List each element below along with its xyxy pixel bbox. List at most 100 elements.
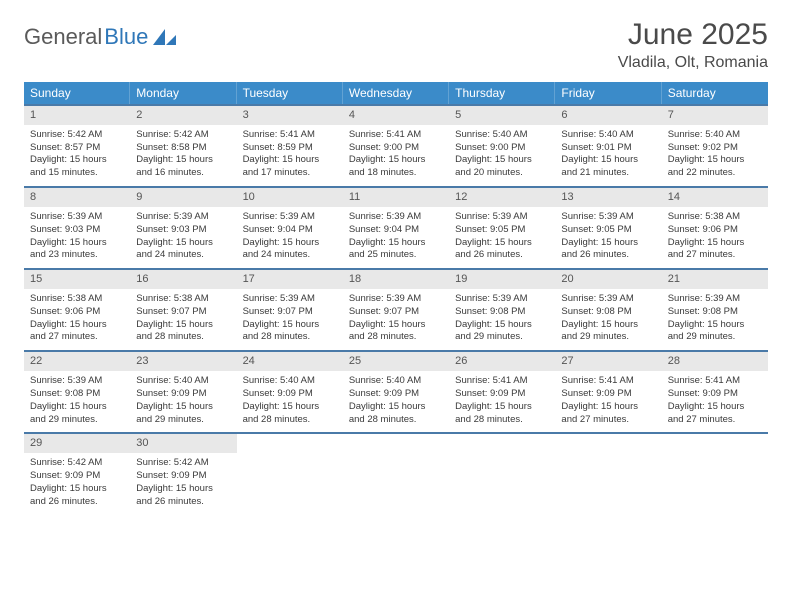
daylight-line: Daylight: 15 hours and 24 minutes.: [243, 237, 337, 263]
daylight-line: Daylight: 15 hours and 15 minutes.: [30, 154, 124, 180]
sunrise-line: Sunrise: 5:42 AM: [136, 457, 230, 470]
day-cell: 20Sunrise: 5:39 AMSunset: 9:08 PMDayligh…: [555, 270, 661, 350]
day-number: 28: [662, 352, 768, 371]
week-row: 15Sunrise: 5:38 AMSunset: 9:06 PMDayligh…: [24, 268, 768, 350]
sunset-line: Sunset: 9:09 PM: [30, 470, 124, 483]
day-number: 17: [237, 270, 343, 289]
day-body: Sunrise: 5:40 AMSunset: 9:01 PMDaylight:…: [555, 125, 661, 186]
sunset-line: Sunset: 9:09 PM: [561, 388, 655, 401]
day-cell: 11Sunrise: 5:39 AMSunset: 9:04 PMDayligh…: [343, 188, 449, 268]
day-cell: 18Sunrise: 5:39 AMSunset: 9:07 PMDayligh…: [343, 270, 449, 350]
day-number: 10: [237, 188, 343, 207]
day-number: 18: [343, 270, 449, 289]
sunrise-line: Sunrise: 5:39 AM: [561, 211, 655, 224]
sunrise-line: Sunrise: 5:42 AM: [30, 457, 124, 470]
sunrise-line: Sunrise: 5:39 AM: [243, 211, 337, 224]
day-number: 4: [343, 106, 449, 125]
week-row: 8Sunrise: 5:39 AMSunset: 9:03 PMDaylight…: [24, 186, 768, 268]
brand-sail-icon: [152, 27, 178, 47]
sunrise-line: Sunrise: 5:39 AM: [349, 211, 443, 224]
sunset-line: Sunset: 9:04 PM: [243, 224, 337, 237]
day-body: Sunrise: 5:42 AMSunset: 8:57 PMDaylight:…: [24, 125, 130, 186]
dow-monday: Monday: [130, 82, 236, 104]
day-number: 12: [449, 188, 555, 207]
sunrise-line: Sunrise: 5:39 AM: [561, 293, 655, 306]
daylight-line: Daylight: 15 hours and 27 minutes.: [668, 237, 762, 263]
brand-word-2: Blue: [104, 24, 148, 50]
daylight-line: Daylight: 15 hours and 29 minutes.: [136, 401, 230, 427]
day-body: Sunrise: 5:38 AMSunset: 9:06 PMDaylight:…: [24, 289, 130, 350]
daylight-line: Daylight: 15 hours and 26 minutes.: [136, 483, 230, 509]
day-cell: 3Sunrise: 5:41 AMSunset: 8:59 PMDaylight…: [237, 106, 343, 186]
dow-sunday: Sunday: [24, 82, 130, 104]
daylight-line: Daylight: 15 hours and 26 minutes.: [30, 483, 124, 509]
day-number: 11: [343, 188, 449, 207]
sunset-line: Sunset: 9:05 PM: [561, 224, 655, 237]
sunrise-line: Sunrise: 5:38 AM: [136, 293, 230, 306]
dow-saturday: Saturday: [662, 82, 768, 104]
day-cell: 24 Sunrise: 5:40 AMSunset: 9:09 PMDayligh…: [237, 352, 343, 432]
daylight-line: Daylight: 15 hours and 23 minutes.: [30, 237, 124, 263]
day-body: Sunrise: 5:39 AMSunset: 9:03 PMDaylight:…: [130, 207, 236, 268]
day-number: 27: [555, 352, 661, 371]
location-label: Vladila, Olt, Romania: [618, 54, 768, 72]
day-cell: [343, 434, 449, 514]
day-number: 29: [24, 434, 130, 453]
sunrise-line: Sunrise: 5:42 AM: [136, 129, 230, 142]
day-number: 23: [130, 352, 236, 371]
sunset-line: Sunset: 9:08 PM: [30, 388, 124, 401]
sunset-line: Sunset: 9:09 PM: [136, 470, 230, 483]
daylight-line: Daylight: 15 hours and 28 minutes.: [349, 401, 443, 427]
daylight-line: Daylight: 15 hours and 28 minutes.: [243, 319, 337, 345]
sunset-line: Sunset: 9:06 PM: [668, 224, 762, 237]
brand-logo: GeneralBlue: [24, 18, 178, 50]
day-number: 16: [130, 270, 236, 289]
day-cell: 26Sunrise: 5:41 AMSunset: 9:09 PMDayligh…: [449, 352, 555, 432]
sunrise-line: Sunrise: 5:39 AM: [455, 211, 549, 224]
week-row: 1Sunrise: 5:42 AMSunset: 8:57 PMDaylight…: [24, 104, 768, 186]
sunrise-line: Sunrise: 5:40 AM: [136, 375, 230, 388]
sunrise-line: Sunrise: 5:40 AM: [243, 375, 337, 388]
day-cell: 8Sunrise: 5:39 AMSunset: 9:03 PMDaylight…: [24, 188, 130, 268]
day-cell: [662, 434, 768, 514]
daylight-line: Daylight: 15 hours and 29 minutes.: [30, 401, 124, 427]
sunrise-line: Sunrise: 5:38 AM: [668, 211, 762, 224]
sunset-line: Sunset: 9:00 PM: [349, 142, 443, 155]
day-number: 19: [449, 270, 555, 289]
sunset-line: Sunset: 9:00 PM: [455, 142, 549, 155]
day-body: Sunrise: 5:40 AMSunset: 9:09 PMDaylight:…: [130, 371, 236, 432]
daylight-line: Daylight: 15 hours and 28 minutes.: [136, 319, 230, 345]
day-body: Sunrise: 5:39 AMSunset: 9:08 PMDaylight:…: [555, 289, 661, 350]
daylight-line: Daylight: 15 hours and 21 minutes.: [561, 154, 655, 180]
day-body: Sunrise: 5:39 AMSunset: 9:07 PMDaylight:…: [237, 289, 343, 350]
day-body: Sunrise: 5:40 AMSunset: 9:09 PMDaylight:…: [343, 371, 449, 432]
day-body: Sunrise: 5:39 AMSunset: 9:07 PMDaylight:…: [343, 289, 449, 350]
day-cell: 1Sunrise: 5:42 AMSunset: 8:57 PMDaylight…: [24, 106, 130, 186]
day-body: Sunrise: 5:42 AMSunset: 8:58 PMDaylight:…: [130, 125, 236, 186]
day-body: Sunrise: 5:39 AMSunset: 9:08 PMDaylight:…: [449, 289, 555, 350]
day-number: 24: [237, 352, 343, 371]
sunrise-line: Sunrise: 5:41 AM: [561, 375, 655, 388]
sunrise-line: Sunrise: 5:39 AM: [349, 293, 443, 306]
day-cell: 4Sunrise: 5:41 AMSunset: 9:00 PMDaylight…: [343, 106, 449, 186]
daylight-line: Daylight: 15 hours and 28 minutes.: [243, 401, 337, 427]
sunrise-line: Sunrise: 5:40 AM: [455, 129, 549, 142]
sunset-line: Sunset: 9:09 PM: [243, 388, 337, 401]
weeks-container: 1Sunrise: 5:42 AMSunset: 8:57 PMDaylight…: [24, 104, 768, 514]
sunset-line: Sunset: 9:08 PM: [561, 306, 655, 319]
daylight-line: Daylight: 15 hours and 17 minutes.: [243, 154, 337, 180]
day-cell: [555, 434, 661, 514]
daylight-line: Daylight: 15 hours and 28 minutes.: [455, 401, 549, 427]
day-cell: 15Sunrise: 5:38 AMSunset: 9:06 PMDayligh…: [24, 270, 130, 350]
day-cell: 27Sunrise: 5:41 AMSunset: 9:09 PMDayligh…: [555, 352, 661, 432]
day-number: 8: [24, 188, 130, 207]
day-cell: 17Sunrise: 5:39 AMSunset: 9:07 PMDayligh…: [237, 270, 343, 350]
daylight-line: Daylight: 15 hours and 16 minutes.: [136, 154, 230, 180]
sunset-line: Sunset: 9:04 PM: [349, 224, 443, 237]
day-body: Sunrise: 5:39 AMSunset: 9:04 PMDaylight:…: [237, 207, 343, 268]
day-number: 3: [237, 106, 343, 125]
brand-word-1: General: [24, 24, 102, 50]
sunset-line: Sunset: 8:58 PM: [136, 142, 230, 155]
day-cell: [449, 434, 555, 514]
sunrise-line: Sunrise: 5:42 AM: [30, 129, 124, 142]
